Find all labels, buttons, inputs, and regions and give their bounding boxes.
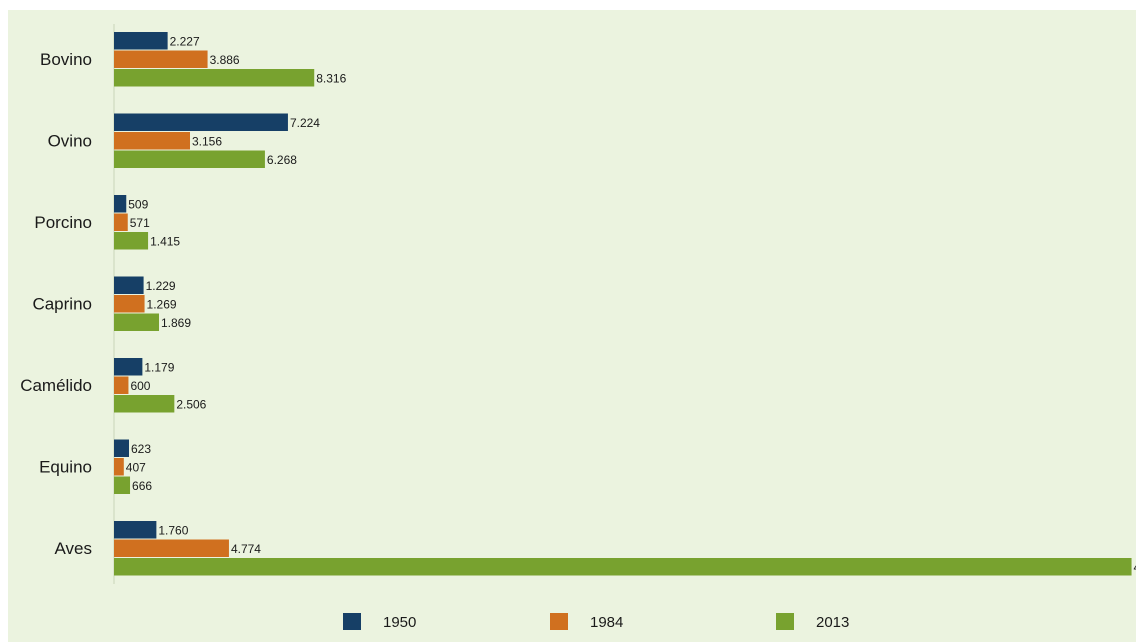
bar-ovino-1984 xyxy=(114,132,190,150)
bar-camelido-1984 xyxy=(114,376,129,394)
category-label-aves: Aves xyxy=(55,539,93,558)
legend-label-1950: 1950 xyxy=(383,614,416,631)
value-label-aves-1950: 1.760 xyxy=(158,524,188,538)
bar-camelido-2013 xyxy=(114,395,175,413)
value-label-camelido-1950: 1.179 xyxy=(144,361,174,375)
value-label-porcino-2013: 1.415 xyxy=(150,235,180,249)
legend-swatch-1984 xyxy=(550,613,568,630)
bar-caprino-1984 xyxy=(114,295,145,313)
value-label-caprino-1950: 1.229 xyxy=(146,279,176,293)
bar-equino-1984 xyxy=(114,458,124,476)
value-label-porcino-1950: 509 xyxy=(128,198,148,212)
value-label-bovino-2013: 8.316 xyxy=(316,72,346,86)
value-label-ovino-1984: 3.156 xyxy=(192,135,222,149)
bar-bovino-2013 xyxy=(114,69,315,87)
value-label-ovino-2013: 6.268 xyxy=(267,153,297,167)
legend: 1950 1984 2013 xyxy=(343,613,849,631)
legend-item-1984: 1984 xyxy=(550,613,623,631)
bar-chart: Bovino 2.227 3.886 8.316 Ovino 7.224 3.156 6.26… xyxy=(20,24,1136,631)
bar-aves-1984 xyxy=(114,539,229,557)
bar-porcino-2013 xyxy=(114,232,149,250)
value-label-equino-2013: 666 xyxy=(132,479,152,493)
bar-group-bovino: Bovino 2.227 3.886 8.316 xyxy=(40,32,347,87)
value-label-porcino-1984: 571 xyxy=(130,216,150,230)
bar-group-ovino: Ovino 7.224 3.156 6.268 xyxy=(48,113,320,168)
category-label-camelido: Camélido xyxy=(20,376,92,395)
value-label-camelido-1984: 600 xyxy=(130,379,150,393)
bar-camelido-1950 xyxy=(114,358,143,376)
category-label-caprino: Caprino xyxy=(32,294,92,313)
category-label-equino: Equino xyxy=(39,457,92,476)
value-label-caprino-2013: 1.869 xyxy=(161,316,191,330)
value-label-aves-2013: 42.260 xyxy=(1134,561,1136,575)
legend-label-1984: 1984 xyxy=(590,614,623,631)
category-label-bovino: Bovino xyxy=(40,50,92,69)
bar-aves-2013 xyxy=(114,558,1132,576)
bars-layer: Bovino 2.227 3.886 8.316 Ovino 7.224 3.156 6.26… xyxy=(20,32,1136,576)
value-label-ovino-1950: 7.224 xyxy=(290,116,320,130)
chart-panel: Bovino 2.227 3.886 8.316 Ovino 7.224 3.156 6.26… xyxy=(8,10,1136,642)
bar-caprino-1950 xyxy=(114,276,144,294)
bar-porcino-1950 xyxy=(114,195,127,213)
legend-swatch-2013 xyxy=(776,613,794,630)
category-label-ovino: Ovino xyxy=(48,131,92,150)
bar-porcino-1984 xyxy=(114,213,128,231)
bar-ovino-2013 xyxy=(114,150,265,168)
value-label-aves-1984: 4.774 xyxy=(231,542,261,556)
value-label-bovino-1950: 2.227 xyxy=(170,35,200,49)
bar-group-equino: Equino 623 407 666 xyxy=(39,439,152,494)
value-label-equino-1984: 407 xyxy=(126,461,146,475)
bar-bovino-1950 xyxy=(114,32,168,50)
value-label-caprino-1984: 1.269 xyxy=(147,298,177,312)
value-label-equino-1950: 623 xyxy=(131,442,151,456)
bar-equino-1950 xyxy=(114,439,130,457)
legend-item-2013: 2013 xyxy=(776,613,849,631)
legend-swatch-1950 xyxy=(343,613,361,630)
bar-group-caprino: Caprino 1.229 1.269 1.869 xyxy=(32,276,191,331)
value-label-bovino-1984: 3.886 xyxy=(210,53,240,67)
bar-group-aves: Aves 1.760 4.774 42.260 xyxy=(55,521,1136,576)
bar-group-camelido: Camélido 1.179 600 2.506 xyxy=(20,358,207,413)
bar-aves-1950 xyxy=(114,521,157,539)
bar-ovino-1950 xyxy=(114,113,288,131)
bar-caprino-2013 xyxy=(114,313,160,331)
legend-label-2013: 2013 xyxy=(816,614,849,631)
bar-equino-2013 xyxy=(114,476,131,494)
bar-bovino-1984 xyxy=(114,50,208,68)
category-label-porcino: Porcino xyxy=(34,213,92,232)
value-label-camelido-2013: 2.506 xyxy=(176,398,206,412)
legend-item-1950: 1950 xyxy=(343,613,416,631)
